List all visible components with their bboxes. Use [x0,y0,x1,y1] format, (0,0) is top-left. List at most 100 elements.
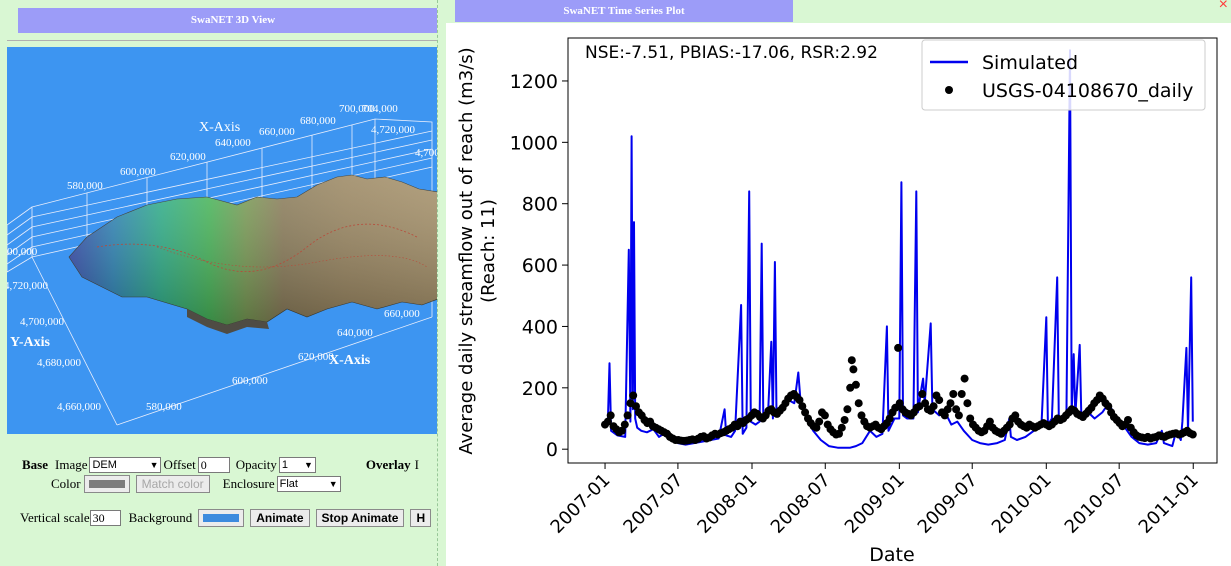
observed-point [949,390,958,398]
x-tick-label: 2007-07 [619,470,687,538]
observed-point [1011,411,1020,420]
enclosure-select[interactable]: Flat ▼ [276,476,341,492]
observed-point [957,390,966,398]
observed-point [820,411,829,420]
back-x-tick-extra: 704,000 [362,103,398,115]
back-x-tick: 680,000 [300,115,336,127]
vertical-scale-label: Vertical scale [20,510,90,525]
stop-animate-button[interactable]: Stop Animate [315,509,405,527]
cut-left-tick: 00,000 [7,246,38,258]
base-controls-row: Base Image DEM ▼ Offset 0 Opacity 1 ▼ Ov… [22,457,419,473]
dem-shading [69,175,437,325]
color-picker-button[interactable] [83,475,130,493]
observed-point [632,402,640,411]
observed-point [603,417,612,426]
y-tick-label: 400 [522,316,558,338]
observed-point [847,356,856,365]
background-swatch [203,514,240,522]
observed-point [617,426,626,435]
observed-point [857,411,866,420]
cut-off-button[interactable]: H [410,509,432,527]
front-x-tick: 620,000 [298,351,334,363]
back-x-tick: 580,000 [67,180,103,192]
y-tick-label: 800 [522,194,558,216]
observed-point [1005,420,1014,429]
observed-point [940,411,949,420]
back-x-tick: 700,000 [339,103,375,115]
observed-point [837,423,846,432]
observed-point [929,402,938,411]
x-tick-label: 2010-07 [1061,470,1129,538]
animate-button[interactable]: Animate [250,509,310,527]
front-x-tick: 580,000 [146,401,182,413]
opacity-select-value: 1 [281,459,289,471]
back-x-tick: 600,000 [120,166,156,178]
y-tick-label: 600 [522,255,558,277]
time-series-title: SwaNET Time Series Plot [455,0,793,22]
legend-label: Simulated [982,52,1078,74]
observed-point [952,405,961,414]
base-label: Base [22,457,48,472]
front-x-tick: 600,000 [232,375,268,387]
legend-label: USGS-04108670_daily [982,80,1193,102]
3d-scene: X-Axis Y-Axis X-Axis 580,000 600,000 620… [7,103,438,426]
3d-viewport[interactable]: X-Axis Y-Axis X-Axis 580,000 600,000 620… [7,47,438,434]
x-tick-label: 2008-01 [693,470,761,538]
left-y-tick: 4,660,000 [57,401,102,413]
observed-point [795,396,804,405]
observed-point [854,399,863,408]
legend-swatch-dot [945,86,953,94]
observed-point [801,408,810,417]
observed-point [840,416,849,424]
overlay-cut-text: I [414,457,420,472]
observed-point [966,414,975,423]
observed-point [629,391,638,400]
opacity-label: Opacity [235,457,277,472]
x-tick-label: 2008-07 [767,470,835,538]
fit-statistics: NSE:-7.51, PBIAS:-17.06, RSR:2.92 [585,43,878,63]
observed-point [946,399,955,408]
y-tick-label: 1000 [510,132,558,154]
image-select[interactable]: DEM ▼ [89,457,162,473]
observed-point [798,402,807,411]
right-y-tick: 4,720,000 [371,124,416,136]
series-layer [601,49,1197,449]
offset-label: Offset [163,457,196,472]
x-tick-label: 2009-07 [914,470,982,538]
observed-point [1104,402,1113,411]
image-label: Image [55,457,88,472]
observed-point [894,343,903,352]
right-y-tick: 4,700 [415,147,438,159]
x-axis-label-back: X-Axis [199,120,240,135]
y-axis: 0 200 400 600 800 1000 1200 [510,71,568,461]
opacity-select[interactable]: 1 ▼ [278,457,316,473]
front-x-tick: 640,000 [337,327,373,339]
left-y-tick: 4,700,000 [20,316,65,328]
x-axis: 2007-01 2007-07 2008-01 2008-07 2009-01 2009-… [547,463,1203,538]
image-select-value: DEM [92,459,117,471]
observed-point [960,374,969,383]
y-tick-label: 0 [546,439,558,461]
scale-controls-row: Vertical scale 30 Background Animate Sto… [20,509,434,527]
enclosure-label: Enclosure [222,476,275,491]
vertical-scale-input[interactable]: 30 [89,510,121,526]
stream-network [96,223,418,272]
observed-point [963,399,972,408]
background-color-button[interactable] [198,509,245,527]
3d-view-panel: SwaNET 3D View [0,0,438,566]
y-axis-subtitle: (Reach: 11) [478,199,499,303]
close-icon[interactable]: × [1218,0,1228,13]
back-x-tick: 620,000 [170,151,206,163]
left-y-tick: 4,680,000 [37,357,82,369]
observed-point [1188,430,1197,439]
y-tick-label: 1200 [510,71,558,93]
match-color-button[interactable]: Match color [135,475,210,493]
x-tick-label: 2011-01 [1135,470,1203,538]
chevron-down-icon: ▼ [328,479,338,489]
color-swatch [88,480,125,488]
enclosure-select-value: Flat [279,478,298,490]
observed-point [921,399,930,408]
overlay-label: Overlay [365,457,411,472]
offset-input[interactable]: 0 [197,457,230,473]
